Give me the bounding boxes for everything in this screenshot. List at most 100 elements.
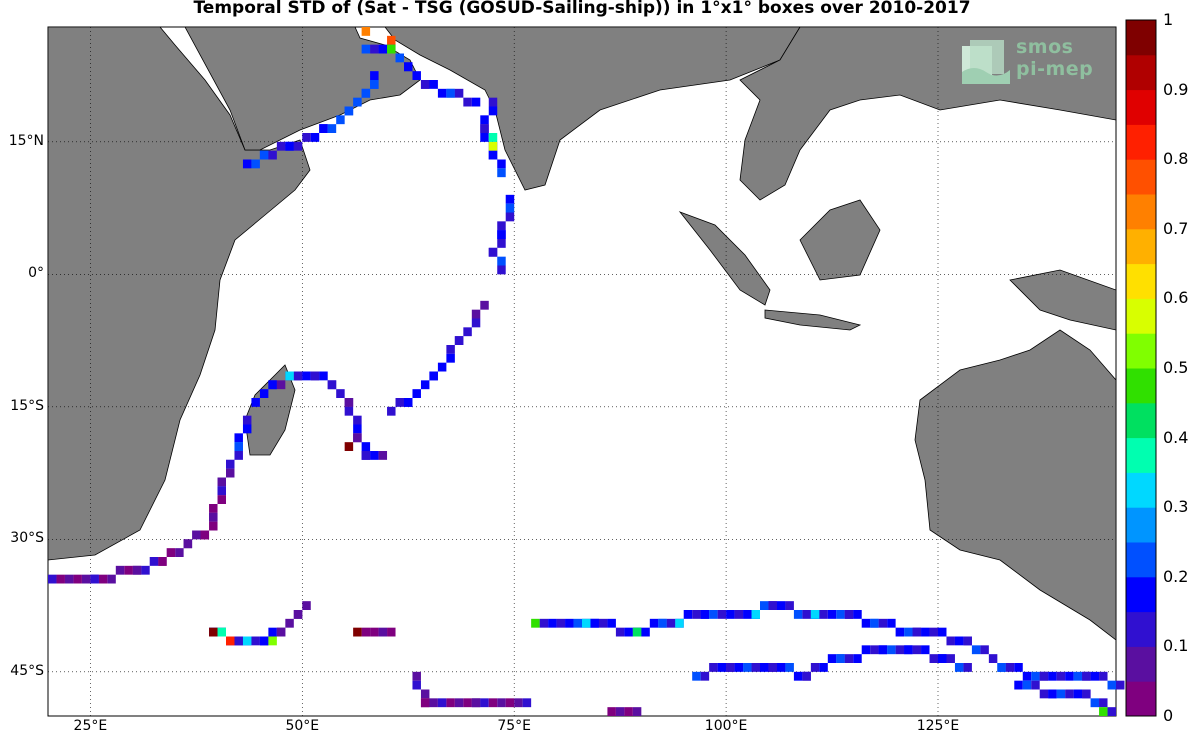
track-cell xyxy=(954,636,964,646)
track-cell xyxy=(48,574,57,584)
track-cell xyxy=(226,459,235,469)
track-cell xyxy=(887,645,896,655)
track-cell xyxy=(1031,671,1040,681)
colorbar-tick-label: 0.8 xyxy=(1163,149,1189,169)
track-cell xyxy=(251,398,260,407)
track-cell xyxy=(548,618,557,628)
track-cell xyxy=(717,610,727,619)
track-cell xyxy=(259,150,269,160)
colorbar-segment xyxy=(1126,228,1156,265)
track-cell xyxy=(344,106,354,116)
track-cell xyxy=(1065,689,1074,699)
track-cell xyxy=(454,88,464,98)
colorbar-tick-label: 0.6 xyxy=(1163,288,1189,308)
track-cell xyxy=(378,451,388,460)
track-cell xyxy=(200,530,210,540)
track-cell xyxy=(963,636,972,646)
colorbar-tick-label: 0.1 xyxy=(1163,636,1189,656)
track-cell xyxy=(226,468,235,478)
track-cell xyxy=(378,627,388,637)
track-cell xyxy=(471,318,481,328)
track-cell xyxy=(361,88,371,98)
colorbar-segment xyxy=(1126,611,1156,647)
track-cell xyxy=(370,451,379,460)
track-cell xyxy=(844,610,854,619)
track-cell xyxy=(370,80,379,89)
track-cell xyxy=(709,663,718,672)
lon-tick-label: 50°E xyxy=(285,718,320,734)
track-cell xyxy=(488,247,498,257)
track-cell xyxy=(395,53,404,63)
track-cell xyxy=(319,124,328,133)
track-cell xyxy=(785,663,794,672)
track-cell xyxy=(480,124,489,133)
track-cell xyxy=(743,663,752,672)
track-cell xyxy=(768,663,777,672)
track-cell xyxy=(446,345,455,354)
track-cell xyxy=(1039,689,1049,699)
track-cell xyxy=(353,424,362,434)
track-cell xyxy=(1090,698,1100,708)
highlight-cell xyxy=(488,141,498,151)
track-cell xyxy=(887,618,896,628)
track-cell xyxy=(209,521,218,531)
track-cell xyxy=(319,371,328,381)
track-cell xyxy=(692,610,701,619)
track-cell xyxy=(488,698,498,708)
highlight-cell xyxy=(209,627,218,637)
track-cell xyxy=(1099,698,1108,708)
highlight-cell xyxy=(387,44,396,54)
track-cell xyxy=(73,574,82,584)
highlight-cell xyxy=(344,442,354,451)
track-cell xyxy=(666,618,676,628)
track-cell xyxy=(276,380,286,390)
track-cell xyxy=(336,389,345,398)
track-cell xyxy=(480,133,489,142)
lat-tick-label: 45°S xyxy=(10,662,44,679)
track-cell xyxy=(505,212,515,222)
track-cell xyxy=(1073,689,1083,699)
track-cell xyxy=(793,671,803,681)
land-arabia xyxy=(184,27,421,151)
track-cell xyxy=(463,698,472,708)
land-new-guinea xyxy=(1009,269,1116,331)
track-cell xyxy=(785,601,794,610)
lat-tick-label: 15°N xyxy=(8,132,44,149)
highlight-cell xyxy=(361,27,371,36)
track-cell xyxy=(760,663,769,672)
track-cell xyxy=(124,565,133,575)
track-cell xyxy=(234,451,243,460)
track-cell xyxy=(463,97,472,107)
track-cell xyxy=(565,618,574,628)
track-cell xyxy=(776,663,786,672)
track-cell xyxy=(904,627,913,637)
track-cell xyxy=(632,707,642,716)
track-cell xyxy=(1073,671,1083,681)
track-cell xyxy=(836,654,845,663)
track-cell xyxy=(115,565,125,575)
track-cell xyxy=(234,636,243,646)
track-cell xyxy=(946,636,955,646)
colorbar-segment xyxy=(1126,20,1156,56)
track-cell xyxy=(259,636,269,646)
track-cell xyxy=(802,610,811,619)
track-cell xyxy=(1031,680,1040,690)
track-cell xyxy=(912,627,922,637)
track-cell xyxy=(1014,663,1023,672)
track-cell xyxy=(327,380,337,390)
colorbar-tick-label: 0.9 xyxy=(1163,79,1189,99)
track-cell xyxy=(946,654,955,663)
track-cell xyxy=(921,627,930,637)
track-cell xyxy=(166,548,176,557)
highlight-cell xyxy=(268,636,277,646)
track-cell xyxy=(497,698,506,708)
track-cell xyxy=(751,663,760,672)
colorbar-frame xyxy=(1125,19,1157,717)
track-cell xyxy=(302,371,311,381)
track-cell xyxy=(836,610,845,619)
track-cell xyxy=(929,654,938,663)
track-cell xyxy=(336,115,345,125)
track-cell xyxy=(446,698,455,708)
highlight-cell xyxy=(285,371,294,381)
track-cell xyxy=(921,645,930,655)
